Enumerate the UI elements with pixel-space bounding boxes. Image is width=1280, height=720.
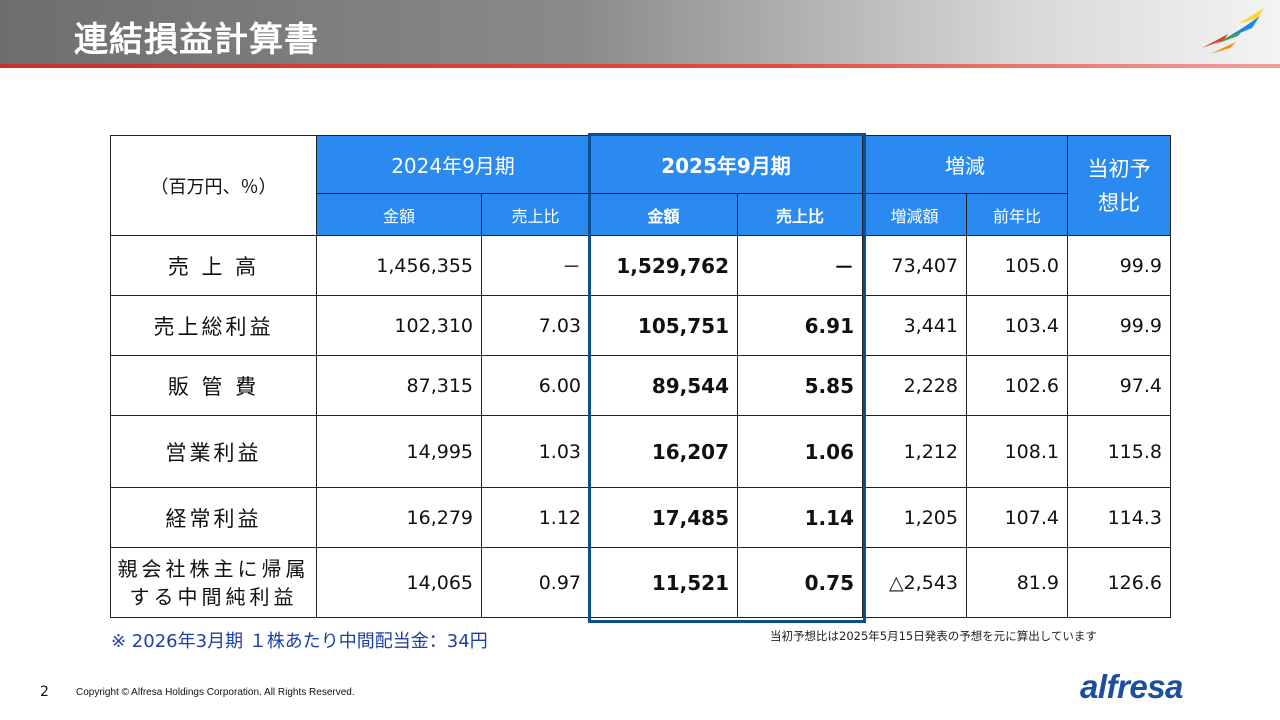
brand-mark-icon	[1202, 8, 1264, 54]
period-header-prev: 2024年9月期	[316, 135, 590, 194]
subheader-prev-ratio: 売上比	[481, 193, 590, 236]
cell-prev-amount: 87,315	[316, 355, 482, 416]
cell-curr-ratio: 1.06	[737, 415, 863, 488]
cell-forecast-ratio: 115.8	[1067, 415, 1171, 488]
row-label: 親会社株主に帰属 する中間純利益	[110, 547, 317, 618]
cell-curr-ratio: 0.75	[737, 547, 863, 618]
cell-diff: 73,407	[862, 235, 967, 296]
cell-curr-amount: 17,485	[589, 487, 738, 548]
cell-forecast-ratio: 114.3	[1067, 487, 1171, 548]
header-accent-line	[0, 64, 1280, 68]
page-number: 2	[40, 684, 49, 700]
table-row: 販 管 費 87,315 6.00 89,544 5.85 2,228 102.…	[110, 355, 1171, 416]
forecast-basis-note: 当初予想比は2025年5月15日発表の予想を元に算出しています	[770, 629, 1097, 643]
row-label: 販 管 費	[110, 355, 317, 416]
row-label-line1: 親会社株主に帰属	[117, 556, 310, 581]
subheader-curr-ratio: 売上比	[737, 193, 863, 236]
cell-curr-amount: 105,751	[589, 295, 738, 356]
cell-prev-ratio: 7.03	[481, 295, 590, 356]
row-label: 売上総利益	[110, 295, 317, 356]
table-row: 営業利益 14,995 1.03 16,207 1.06 1,212 108.1…	[110, 415, 1171, 488]
table-row: 経常利益 16,279 1.12 17,485 1.14 1,205 107.4…	[110, 487, 1171, 548]
cell-curr-ratio: 6.91	[737, 295, 863, 356]
cell-curr-amount: 1,529,762	[589, 235, 738, 296]
dividend-note: ※ 2026年3月期 １株あたり中間配当金：34円	[111, 631, 488, 652]
cell-curr-ratio: 1.14	[737, 487, 863, 548]
cell-prev-amount: 102,310	[316, 295, 482, 356]
cell-curr-amount: 89,544	[589, 355, 738, 416]
cell-forecast-ratio: 99.9	[1067, 295, 1171, 356]
change-header: 増減	[862, 135, 1068, 194]
cell-curr-amount: 16,207	[589, 415, 738, 488]
cell-prev-amount: 1,456,355	[316, 235, 482, 296]
cell-yoy: 105.0	[966, 235, 1068, 296]
brand-logo: alfresa	[1080, 668, 1183, 705]
cell-diff: 1,205	[862, 487, 967, 548]
row-label: 経常利益	[110, 487, 317, 548]
cell-prev-ratio: 1.12	[481, 487, 590, 548]
cell-yoy: 107.4	[966, 487, 1068, 548]
row-label-line2: する中間純利益	[129, 584, 298, 609]
cell-forecast-ratio: 97.4	[1067, 355, 1171, 416]
subheader-diff: 増減額	[862, 193, 967, 236]
cell-diff: 3,441	[862, 295, 967, 356]
slide-title: 連結損益計算書	[74, 20, 319, 60]
table-row: 親会社株主に帰属 する中間純利益 14,065 0.97 11,521 0.75…	[110, 547, 1171, 618]
cell-diff: 1,212	[862, 415, 967, 488]
subheader-curr-amount: 金額	[589, 193, 738, 236]
table-row: 売上総利益 102,310 7.03 105,751 6.91 3,441 10…	[110, 295, 1171, 356]
row-label: 営業利益	[110, 415, 317, 488]
subheader-yoy: 前年比	[966, 193, 1068, 236]
cell-curr-ratio: 5.85	[737, 355, 863, 416]
cell-yoy: 108.1	[966, 415, 1068, 488]
cell-prev-amount: 14,995	[316, 415, 482, 488]
cell-prev-ratio: 6.00	[481, 355, 590, 416]
unit-label: （百万円、％）	[110, 135, 317, 236]
cell-forecast-ratio: 126.6	[1067, 547, 1171, 618]
cell-prev-ratio: 0.97	[481, 547, 590, 618]
cell-forecast-ratio: 99.9	[1067, 235, 1171, 296]
period-header-curr: 2025年9月期	[589, 135, 863, 194]
table-row: 売 上 高 1,456,355 － 1,529,762 － 73,407 105…	[110, 235, 1171, 296]
cell-diff: △2,543	[862, 547, 967, 618]
cell-prev-amount: 16,279	[316, 487, 482, 548]
cell-prev-ratio: 1.03	[481, 415, 590, 488]
cell-yoy: 102.6	[966, 355, 1068, 416]
cell-curr-ratio: －	[737, 235, 863, 296]
cell-prev-amount: 14,065	[316, 547, 482, 618]
cell-curr-amount: 11,521	[589, 547, 738, 618]
row-label: 売 上 高	[110, 235, 317, 296]
slide-header-bar	[0, 0, 1280, 64]
cell-prev-ratio: －	[481, 235, 590, 296]
cell-yoy: 103.4	[966, 295, 1068, 356]
subheader-prev-amount: 金額	[316, 193, 482, 236]
forecast-ratio-header: 当初予想比	[1067, 135, 1171, 236]
cell-yoy: 81.9	[966, 547, 1068, 618]
cell-diff: 2,228	[862, 355, 967, 416]
copyright-text: Copyright © Alfresa Holdings Corporation…	[76, 687, 355, 698]
income-statement-table: （百万円、％） 2024年9月期 2025年9月期 増減 当初予想比 金額 売上…	[110, 135, 1171, 618]
